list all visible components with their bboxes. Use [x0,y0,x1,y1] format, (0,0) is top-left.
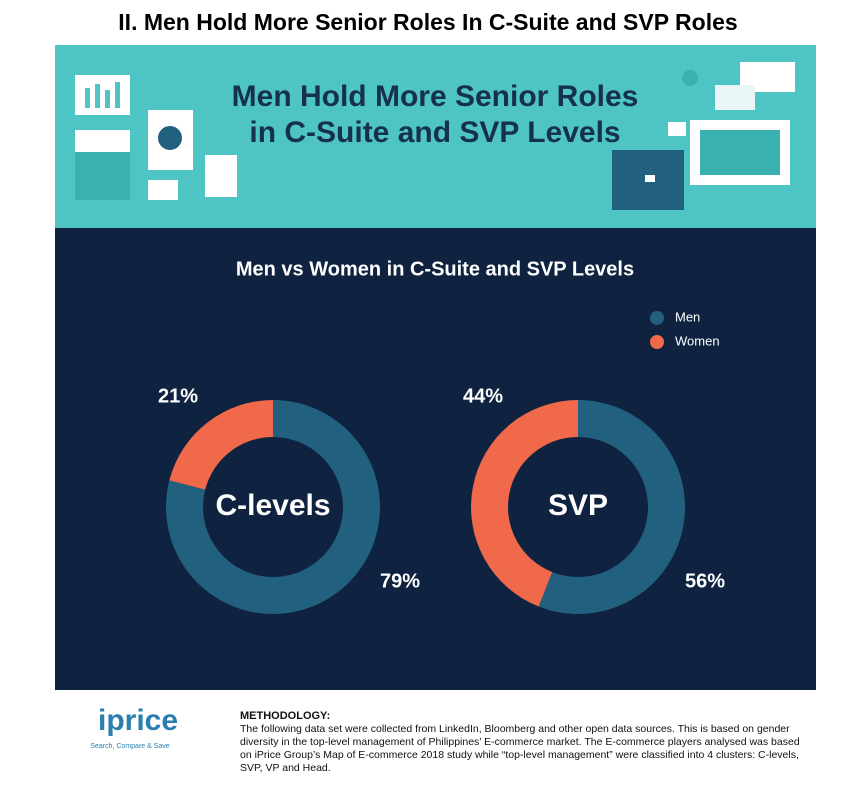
banner-title: Men Hold More Senior Roles [232,80,639,113]
methodology: METHODOLOGY: The following data set were… [240,710,800,775]
category-label: SVP [548,489,608,522]
methodology-text: The following data set were collected fr… [240,723,800,774]
logo-tagline: Search, Compare & Save [90,743,169,750]
value-label: 79% [380,570,420,592]
donut-segment [169,400,273,490]
chart-title: Men vs Women in C-Suite and SVP Levels [236,258,634,280]
legend-swatch [650,311,664,325]
banner-title: in C-Suite and SVP Levels [249,116,620,149]
legend-label: Men [675,309,700,324]
banner-icons [75,62,795,210]
value-label: 56% [685,570,725,592]
category-label: C-levels [215,489,330,522]
donut-segment [538,400,686,614]
page-title: II. Men Hold More Senior Roles In C-Suit… [118,9,737,35]
methodology-title: METHODOLOGY: [240,710,331,722]
value-label: 44% [463,385,503,407]
value-label: 21% [158,385,198,407]
chart-background [55,228,816,690]
legend-label: Women [675,333,720,348]
logo: iprice [98,704,178,737]
donut-segment [471,400,578,607]
donut-segment [166,400,380,614]
legend-swatch [650,335,664,349]
